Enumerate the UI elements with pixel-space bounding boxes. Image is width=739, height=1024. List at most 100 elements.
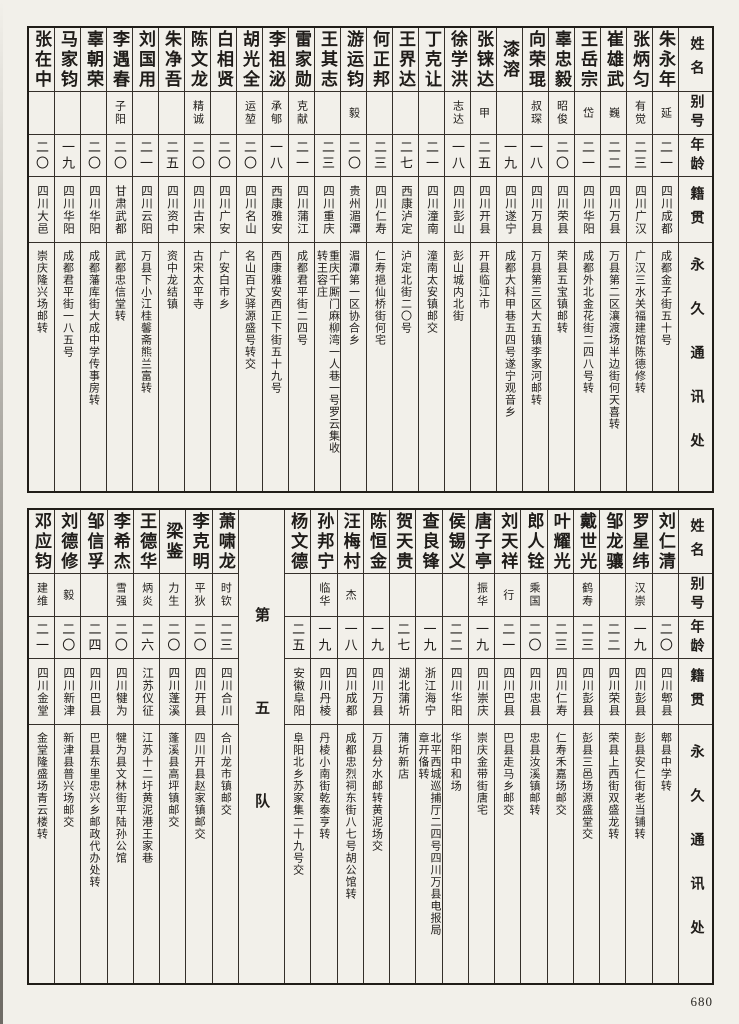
address-cell: 郫县中学转 — [659, 732, 672, 792]
age-cell: 二七 — [393, 135, 418, 177]
name-cell: 漆溶 — [497, 28, 522, 92]
name-cell: 李克明 — [186, 510, 212, 574]
alias-cell: 时钦 — [212, 574, 239, 617]
name-cell: 李希杰 — [107, 510, 133, 574]
name-cell: 刘国用 — [133, 28, 158, 92]
address-cell: 万县下小江桂馨斋熊兰富转 — [139, 250, 152, 394]
native-place-cell: 四川丹棱 — [311, 659, 337, 725]
name-cell: 萧啸龙 — [212, 510, 239, 574]
alias-cell — [285, 574, 311, 617]
age-cell: 二五 — [159, 135, 184, 177]
name-cell: 李遇春 — [107, 28, 132, 92]
header-age-cell: 年龄 — [679, 135, 712, 177]
person-column: 刘天祥行二一 四川巴县 巴县走马乡邮交 — [494, 510, 521, 983]
alias-cell: 克献 — [289, 92, 314, 135]
person-column: 刘德修毅二〇 四川新津 新津县普兴场邮交 — [54, 510, 81, 983]
name-cell: 白相贤 — [211, 28, 236, 92]
age-cell: 二〇 — [211, 135, 236, 177]
address-cell: 成都君平街一八五号 — [61, 250, 74, 358]
native-place-cell: 四川资中 — [159, 177, 184, 243]
native-place-cell: 四川华阳 — [442, 659, 468, 725]
header-age-cell: 年龄 — [679, 617, 712, 659]
name-cell: 向荣琨 — [523, 28, 548, 92]
age-cell: 二四 — [81, 617, 107, 659]
native-place-cell: 四川荣县 — [600, 659, 626, 725]
name-cell: 何正邦 — [367, 28, 392, 92]
name-cell: 邹信孚 — [81, 510, 107, 574]
address-cell: 阜阳北乡苏家集二十九号交 — [291, 732, 304, 876]
native-place-cell: 四川华阳 — [575, 177, 600, 243]
page-number: 680 — [690, 994, 713, 1009]
age-cell: 二三 — [627, 135, 652, 177]
address-cell: 万县分水邮转黄泥场交 — [370, 732, 383, 852]
alias-cell — [211, 92, 236, 135]
native-place-cell: 四川大邑 — [29, 177, 54, 243]
name-cell: 辜朝荣 — [81, 28, 106, 92]
alias-cell: 雪强 — [107, 574, 133, 617]
name-cell: 查良锋 — [416, 510, 442, 574]
address-cell: 丹棱小南街乾泰亨转 — [317, 732, 330, 840]
native-place-cell: 四川崇庆 — [468, 659, 495, 725]
native-place-cell: 四川遂宁 — [497, 177, 522, 243]
address-cell: 仁寿禾嘉场邮交 — [554, 732, 567, 816]
header-name-cell: 姓名 — [679, 510, 712, 574]
person-column: 孙邦宁 临华 一九 四川丹棱 丹棱小南街乾泰亨转 — [310, 510, 337, 983]
age-cell: 二〇 — [55, 617, 81, 659]
alias-cell: 子阳 — [107, 92, 132, 135]
alias-cell: 延 — [653, 92, 678, 135]
name-cell: 崔雄武 — [601, 28, 626, 92]
age-cell: 二一 — [495, 617, 521, 659]
native-place-cell: 四川开县 — [186, 659, 212, 725]
native-place-cell: 西康泸定 — [393, 177, 418, 243]
name-cell: 叶耀光 — [547, 510, 573, 574]
person-column: 马家钧 一九 四川华阳 成都君平街一八五号 — [54, 28, 80, 491]
name-cell: 刘德修 — [55, 510, 81, 574]
address-cell: 仁寿挹仙桥街何宅 — [373, 250, 386, 346]
age-cell: 二三 — [367, 135, 392, 177]
native-place-cell: 四川彭山 — [445, 177, 470, 243]
header-name-cell: 姓名 — [679, 28, 712, 92]
header-alias-cell: 别号 — [679, 92, 712, 135]
native-place-cell: 四川云阳 — [133, 177, 158, 243]
age-cell: 二五 — [471, 135, 496, 177]
address-cell: 湄潭第一区协合乡 — [347, 250, 360, 346]
person-column: 陈恒金 一九 四川万县 万县分水邮转黄泥场交 — [362, 510, 390, 983]
person-column: 刘仁清 二〇 四川郫县 郫县中学转 — [651, 510, 678, 983]
age-cell: 二二 — [601, 135, 626, 177]
alias-cell — [652, 574, 678, 617]
age-cell: 二〇 — [81, 135, 106, 177]
age-cell: 一九 — [468, 617, 495, 659]
name-cell: 朱净吾 — [159, 28, 184, 92]
native-place-cell: 浙江海宁 — [416, 659, 442, 725]
alias-cell — [81, 92, 106, 135]
alias-cell: 力生 — [160, 574, 186, 617]
alias-cell: 鹤寿 — [573, 574, 600, 617]
address-cell: 西康雅安西正下街五十九号 — [269, 250, 282, 394]
address-cell: 成都金子街五十号 — [659, 250, 672, 346]
lower-roster-table: 姓名 别号 年龄 籍贯 永久通讯处 刘仁清 二〇 四川郫县 郫县中学转 罗星纬 汉崇 一九 四川彭县 彭县… — [27, 508, 714, 985]
alias-cell — [315, 92, 340, 135]
person-column: 白相贤 二〇 四川广安 广安白市乡 — [210, 28, 236, 491]
age-cell: 二〇 — [549, 135, 574, 177]
age-cell: 二三 — [573, 617, 600, 659]
alias-cell: 汉崇 — [626, 574, 652, 617]
address-cell: 广安白市乡 — [217, 250, 230, 310]
alias-cell — [159, 92, 184, 135]
person-column: 李希杰 雪强 二〇 四川犍为 犍为县文林街平陆孙公馆 — [106, 510, 133, 983]
native-place-cell: 四川潼南 — [419, 177, 444, 243]
address-cell: 万县第三区大五镇李家河邮转 — [529, 250, 542, 406]
name-cell: 刘天祥 — [495, 510, 521, 574]
person-column: 游运钧毅二〇 贵州湄潭 湄潭第一区协合乡 — [340, 28, 366, 491]
address-cell: 蒲圻新店 — [396, 732, 409, 780]
header-column: 姓名 别号 年龄 籍贯 永久通讯处 — [678, 28, 712, 491]
alias-cell: 岱 — [575, 92, 600, 135]
name-cell: 郎人铨 — [521, 510, 547, 574]
header-alias-cell: 别号 — [679, 574, 712, 617]
name-cell: 李祖泌 — [263, 28, 288, 92]
person-column: 漆溶 一九 四川遂宁 成都大科甲巷五四号遂宁观音乡 — [496, 28, 522, 491]
name-cell: 王其志 — [315, 28, 340, 92]
person-column: 罗星纬 汉崇 一九 四川彭县 彭县安仁街老当铺转 — [625, 510, 652, 983]
person-column: 萧啸龙 时钦 二三 四川合川 合川龙市镇邮交 — [211, 510, 239, 983]
native-place-cell: 四川古宋 — [185, 177, 210, 243]
person-column: 王其志 二三 四川重庆 重庆千厮门麻柳湾一人巷一号罗云集收转王容庄 — [314, 28, 340, 491]
